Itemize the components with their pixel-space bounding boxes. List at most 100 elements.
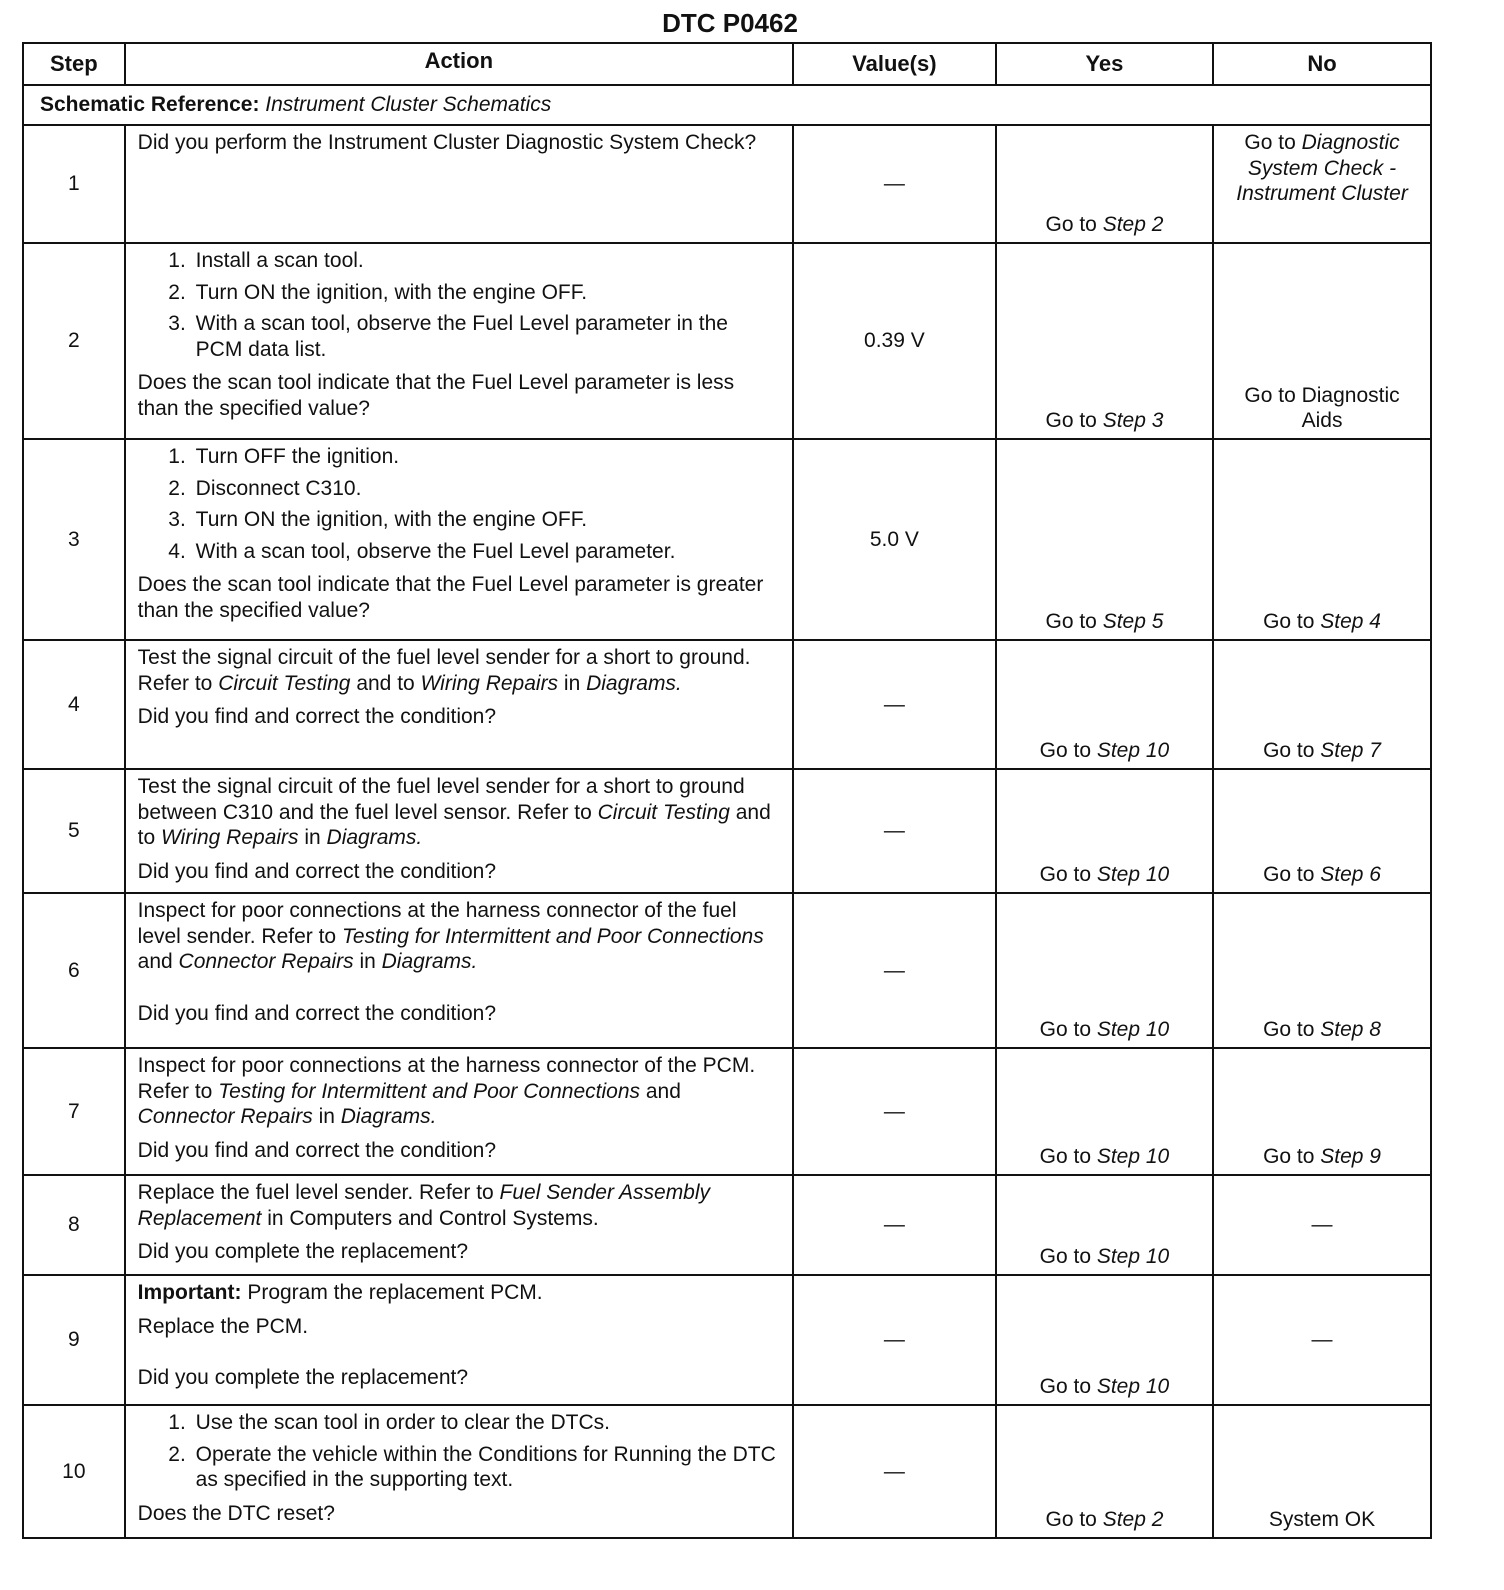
reference-text: Step 10 (1096, 1145, 1170, 1169)
text: Did you find and correct the condition? (137, 1001, 497, 1025)
no-cell: Go to Step 4 (1212, 438, 1432, 641)
text: and (137, 950, 179, 974)
instruction-item: Install a scan tool. (192, 248, 780, 274)
text: Go to (1045, 213, 1103, 237)
text: in (353, 950, 382, 974)
text: Go to (1039, 1375, 1097, 1399)
text: — (1311, 1213, 1333, 1237)
text: Go to (1244, 131, 1302, 154)
text: Go to (1263, 739, 1321, 763)
action-cell: Test the signal circuit of the fuel leve… (123, 768, 794, 894)
reference-text: Circuit Testing (218, 671, 351, 695)
reference-text: Wiring Repairs (161, 826, 299, 850)
text: Did you find and correct the condition? (137, 1138, 497, 1162)
text: Go to (1045, 409, 1103, 433)
reference-text: Step 10 (1096, 1375, 1170, 1399)
reference-text: Step 5 (1102, 610, 1164, 634)
step-number: 5 (22, 768, 126, 894)
text: Inspect for poor connections at the harn… (137, 899, 737, 948)
reference-text: Testing for Intermittent and Poor Connec… (341, 924, 764, 948)
reference-text: Circuit Testing (597, 800, 730, 824)
reference-text: Step 10 (1096, 739, 1170, 763)
no-cell: — (1212, 1174, 1432, 1276)
no-cell: Go to Step 6 (1212, 768, 1432, 894)
step-number: 10 (22, 1404, 126, 1539)
action-cell: Inspect for poor connections at the harn… (123, 892, 794, 1049)
action-paragraph: Does the scan tool indicate that the Fue… (138, 370, 780, 421)
reference-text: Step 3 (1102, 409, 1164, 433)
header-step: Step (22, 42, 126, 86)
reference-text: Diagnostic System Check - Instrument Clu… (1236, 131, 1408, 206)
diagnostic-table: Step Action Value(s) Yes No Schematic Re… (22, 42, 1432, 1539)
action-paragraph: Did you find and correct the condition? (138, 859, 780, 885)
text: and to (350, 671, 421, 695)
action-paragraph: Did you find and correct the condition? (138, 1001, 780, 1027)
reference-text: Wiring Repairs (420, 671, 559, 695)
reference-text: Step 10 (1096, 863, 1170, 887)
action-cell: Replace the fuel level sender. Refer to … (123, 1174, 794, 1276)
table-row: 5 Test the signal circuit of the fuel lev… (22, 768, 1432, 894)
yes-cell: Go to Step 2 (994, 1404, 1215, 1539)
table-row: 4 Test the signal circuit of the fuel lev… (22, 639, 1432, 770)
text: Did you complete the replacement? (137, 1366, 469, 1390)
text: Go to (1039, 739, 1097, 763)
text: in Computers and Control Systems. (261, 1206, 599, 1230)
text: Did you find and correct the condition? (137, 859, 497, 883)
reference-text: Step 8 (1320, 1018, 1381, 1042)
reference-text: Diagrams. (381, 950, 478, 974)
value-cell: — (791, 1404, 997, 1539)
reference-text: Fuel Sender Assembly Replacement (137, 1181, 711, 1230)
reference-text: Step 10 (1096, 1018, 1170, 1042)
reference-text: Diagrams. (340, 1105, 437, 1129)
text: Did you find and correct the condition? (137, 705, 497, 729)
action-paragraph: Did you complete the replacement? (138, 1239, 780, 1265)
action-paragraph: Did you find and correct the condition? (138, 704, 780, 730)
text: in (558, 671, 587, 695)
value-cell: 5.0 V (791, 438, 997, 641)
reference-text: Step 2 (1102, 213, 1164, 237)
text: Go to (1045, 1508, 1103, 1532)
value-cell: 0.39 V (791, 242, 997, 440)
spacer (138, 983, 780, 1001)
action-paragraph: Did you perform the Instrument Cluster D… (138, 130, 780, 156)
table-row: 1 Did you perform the Instrument Cluster … (22, 124, 1432, 244)
action-cell: Turn OFF the ignition. Disconnect C310. Tu… (123, 438, 794, 641)
action-paragraph: Important: Program the replacement PCM. (138, 1280, 780, 1306)
step-number: 6 (22, 892, 126, 1049)
no-cell: — (1212, 1274, 1432, 1406)
action-cell: Test the signal circuit of the fuel leve… (123, 639, 794, 770)
yes-cell: Go to Step 5 (994, 438, 1215, 641)
reference-text: Connector Repairs (137, 1105, 313, 1129)
text: and (640, 1079, 681, 1103)
reference-text: Step 7 (1320, 739, 1381, 763)
text: Does the DTC reset? (137, 1501, 335, 1525)
action-cell: Important: Program the replacement PCM. R… (123, 1274, 794, 1406)
text: Go to (1039, 1018, 1097, 1042)
value-cell: — (791, 639, 997, 770)
text: Did you perform the Instrument Cluster D… (137, 131, 757, 154)
reference-text: Testing for Intermittent and Poor Connec… (218, 1079, 640, 1103)
header-yes: Yes (994, 42, 1215, 86)
text: in (298, 826, 327, 850)
schematic-reference-row: Schematic Reference: Instrument Cluster … (22, 84, 1432, 126)
text: Go to (1263, 863, 1321, 887)
action-paragraph: Test the signal circuit of the fuel leve… (138, 645, 780, 696)
step-number: 4 (22, 639, 126, 770)
value-cell: — (791, 1174, 997, 1276)
table-row: 8 Replace the fuel level sender. Refer to… (22, 1174, 1432, 1276)
text: — (1311, 1328, 1333, 1352)
yes-cell: Go to Step 3 (994, 242, 1215, 440)
text: Does the scan tool indicate that the Fue… (137, 371, 735, 421)
table-row: 7 Inspect for poor connections at the har… (22, 1047, 1432, 1176)
schematic-label: Schematic Reference: (40, 93, 260, 117)
action-paragraph: Inspect for poor connections at the harn… (138, 1053, 780, 1130)
text: Go to Diagnostic Aids (1244, 383, 1400, 433)
step-number: 7 (22, 1047, 126, 1176)
text: Inspect for poor connections at the harn… (137, 1054, 756, 1103)
action-paragraph: Did you find and correct the condition? (138, 1138, 780, 1164)
schematic-reference: Schematic Reference: Instrument Cluster … (22, 84, 1432, 126)
text: Program the replacement PCM. (241, 1281, 543, 1304)
action-cell: Install a scan tool. Turn ON the ignition… (123, 242, 794, 440)
reference-text: Connector Repairs (178, 950, 354, 974)
no-cell: System OK (1212, 1404, 1432, 1539)
